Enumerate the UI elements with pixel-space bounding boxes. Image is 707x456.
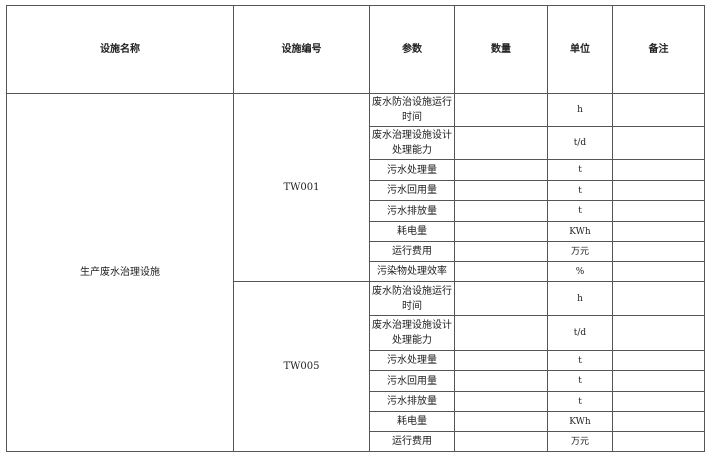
facility-code-cell: TW001 xyxy=(233,93,370,282)
quantity-cell[interactable] xyxy=(454,391,548,412)
unit-cell: 万元 xyxy=(547,241,613,262)
remarks-cell[interactable] xyxy=(612,431,705,452)
remarks-cell[interactable] xyxy=(612,221,705,242)
header-unit: 单位 xyxy=(547,5,613,94)
remarks-cell[interactable] xyxy=(612,411,705,432)
table-row: 污染物处理效率% xyxy=(7,261,705,282)
unit-cell: KWh xyxy=(547,411,613,432)
quantity-cell[interactable] xyxy=(454,281,548,316)
table-row: 污水排放量 t xyxy=(7,200,705,222)
header-quantity: 数量 xyxy=(454,5,548,94)
quantity-cell[interactable] xyxy=(454,261,548,282)
parameter-cell: 污水处理量 xyxy=(369,159,455,181)
parameter-cell: 运行费用 xyxy=(369,431,455,452)
quantity-cell[interactable] xyxy=(454,431,548,452)
parameter-cell: 污染物处理效率 xyxy=(369,261,455,282)
table-row: 耗电量 KWh xyxy=(7,221,705,242)
parameter-cell: 污水回用量 xyxy=(369,180,455,201)
parameter-cell: 耗电量 xyxy=(369,411,455,432)
quantity-cell[interactable] xyxy=(454,315,548,351)
remarks-cell[interactable] xyxy=(612,180,705,201)
table-row: 污水排放量 t xyxy=(7,391,705,412)
parameter-cell: 运行费用 xyxy=(369,241,455,262)
remarks-cell[interactable] xyxy=(612,159,705,181)
table-row: 生产废水治理设施 TW001 废水防治设施运行时间 h xyxy=(6,93,705,452)
header-row: 设施名称 设施编号 参数 数量 单位 备注 xyxy=(6,5,705,94)
unit-cell: h xyxy=(547,281,613,316)
parameter-cell: 耗电量 xyxy=(369,221,455,242)
parameter-cell: 污水排放量 xyxy=(369,391,455,412)
facility-name-cell: 生产废水治理设施 xyxy=(6,93,234,452)
unit-cell: t xyxy=(547,350,613,371)
remarks-cell[interactable] xyxy=(612,370,705,392)
quantity-cell[interactable] xyxy=(454,370,548,392)
unit-cell: 万元 xyxy=(547,431,613,452)
unit-cell: % xyxy=(547,261,613,282)
quantity-cell[interactable] xyxy=(454,93,548,127)
unit-cell: t xyxy=(547,370,613,392)
remarks-cell[interactable] xyxy=(612,281,705,316)
remarks-cell[interactable] xyxy=(612,241,705,262)
header-facility-name: 设施名称 xyxy=(6,5,234,94)
header-parameter: 参数 xyxy=(369,5,455,94)
header-remarks: 备注 xyxy=(612,5,705,94)
unit-cell: t xyxy=(547,159,613,181)
parameter-cell: 废水防治设施运行时间 xyxy=(369,281,455,316)
unit-cell: t xyxy=(547,391,613,412)
quantity-cell[interactable] xyxy=(454,159,548,181)
table-row: 废水治理设施设计处理能力 t/d xyxy=(7,126,705,160)
parameter-cell: 废水治理设施设计处理能力 xyxy=(369,126,455,160)
quantity-cell[interactable] xyxy=(454,350,548,371)
parameter-cell: 污水排放量 xyxy=(369,200,455,222)
quantity-cell[interactable] xyxy=(454,126,548,160)
quantity-cell[interactable] xyxy=(454,241,548,262)
table-row: 运行费用 万元 xyxy=(7,241,705,262)
quantity-cell[interactable] xyxy=(454,221,548,242)
remarks-cell[interactable] xyxy=(612,126,705,160)
unit-cell: KWh xyxy=(547,221,613,242)
table-row: 运行费用 万元 xyxy=(7,431,705,452)
remarks-cell[interactable] xyxy=(612,391,705,412)
parameter-cell: 污水处理量 xyxy=(369,350,455,371)
facility-parameter-table: 设施名称 设施编号 参数 数量 单位 备注 生产废水治理设施 TW001 废水防治设… xyxy=(6,5,705,452)
parameter-cell: 废水治理设施设计处理能力 xyxy=(369,315,455,351)
parameter-cell: 废水防治设施运行时间 xyxy=(369,93,455,127)
unit-cell: h xyxy=(547,93,613,127)
quantity-cell[interactable] xyxy=(454,200,548,222)
quantity-cell[interactable] xyxy=(454,411,548,432)
table-row: 污水回用量 t xyxy=(7,180,705,201)
header-facility-code: 设施编号 xyxy=(233,5,370,94)
remarks-cell[interactable] xyxy=(612,93,705,127)
unit-cell: t xyxy=(547,180,613,201)
unit-cell: t/d xyxy=(547,126,613,160)
quantity-cell[interactable] xyxy=(454,180,548,201)
facility-code-cell: TW005 xyxy=(233,281,370,452)
remarks-cell[interactable] xyxy=(612,261,705,282)
table-row: 污水处理量 t xyxy=(7,350,705,371)
remarks-cell[interactable] xyxy=(612,315,705,351)
unit-cell: t xyxy=(547,200,613,222)
remarks-cell[interactable] xyxy=(612,200,705,222)
remarks-cell[interactable] xyxy=(612,350,705,371)
unit-cell: t/d xyxy=(547,315,613,351)
parameter-cell: 污水回用量 xyxy=(369,370,455,392)
